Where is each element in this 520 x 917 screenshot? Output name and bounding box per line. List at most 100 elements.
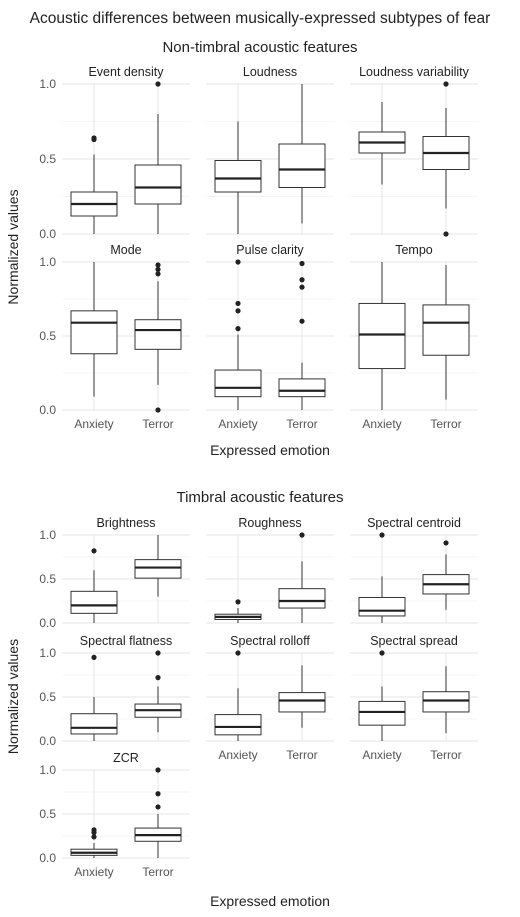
boxplot-terror: [134, 767, 182, 858]
outlier-point: [91, 834, 97, 840]
x-tick-label: Anxiety: [74, 865, 113, 879]
y-tick-label: 1.0: [39, 528, 56, 542]
outlier-point: [235, 300, 241, 307]
box-iqr: [278, 692, 326, 713]
outlier-point: [155, 407, 161, 413]
x-tick-label: Anxiety: [218, 417, 257, 431]
chart-panel-group: Timbral acoustic features Brightness 0.0 0.…: [5, 489, 478, 909]
y-tick-label: 0.5: [39, 329, 56, 343]
facet-panel: Loudness variability: [350, 65, 478, 237]
outlier-point: [299, 318, 305, 324]
facet-title: Loudness variability: [359, 65, 470, 79]
box-iqr: [214, 369, 262, 398]
boxplot-terror: [422, 264, 470, 400]
facet-title: ZCR: [113, 751, 139, 765]
x-tick-label: Terror: [142, 417, 173, 431]
box-iqr: [422, 691, 470, 713]
outlier-point: [155, 804, 161, 810]
x-axis-label: Expressed emotion: [210, 442, 330, 458]
box-iqr: [134, 164, 182, 205]
outlier-point: [155, 266, 161, 272]
box-iqr: [70, 310, 118, 355]
facet-title: Tempo: [395, 243, 433, 257]
facet-title: Mode: [110, 243, 141, 257]
outlier-point: [155, 81, 161, 87]
box-iqr: [422, 304, 470, 356]
outlier-point: [235, 650, 241, 656]
facet-panel: Roughness: [206, 516, 334, 624]
facet-title: Pulse clarity: [236, 243, 304, 257]
box-iqr: [134, 559, 182, 579]
facet-panel: Spectral centroid: [350, 516, 478, 624]
x-tick-label: Terror: [430, 748, 461, 762]
outlier-point: [155, 675, 161, 681]
outlier-point: [299, 284, 305, 290]
outlier-point: [443, 81, 449, 87]
boxplot-anxiety: [358, 650, 406, 741]
box-iqr: [214, 714, 262, 736]
facet-panel: Spectral spread Anxiety Terror: [350, 634, 478, 762]
boxplot-terror: [278, 532, 326, 623]
x-tick-label: Terror: [286, 748, 317, 762]
outlier-point: [299, 532, 305, 538]
box-iqr: [70, 713, 118, 735]
facet-title: Spectral centroid: [367, 516, 461, 530]
x-tick-label: Anxiety: [362, 417, 401, 431]
y-tick-label: 0.0: [39, 851, 56, 865]
outlier-point: [235, 326, 241, 332]
box-iqr: [358, 302, 406, 370]
box-iqr: [278, 588, 326, 609]
outlier-point: [91, 548, 97, 554]
boxplot-anxiety: [214, 599, 262, 623]
facet-title: Loudness: [243, 65, 297, 79]
outlier-point: [443, 540, 449, 546]
boxplot-anxiety: [358, 102, 406, 185]
y-tick-label: 0.0: [39, 734, 56, 748]
y-tick-label: 0.5: [39, 152, 56, 166]
boxplot-terror: [278, 260, 326, 410]
box-iqr: [214, 160, 262, 193]
outlier-point: [91, 135, 97, 141]
boxplot-anxiety: [70, 262, 118, 397]
facet-panel: Pulse clarity Anxiety Terror: [206, 243, 334, 431]
outlier-point: [155, 271, 161, 277]
y-tick-label: 0.0: [39, 403, 56, 417]
boxplot-terror: [278, 665, 326, 728]
outlier-point: [235, 259, 241, 265]
y-tick-label: 1.0: [39, 646, 56, 660]
boxplot-anxiety: [358, 262, 406, 410]
box-iqr: [134, 319, 182, 350]
facet-title: Spectral spread: [370, 634, 458, 648]
box-iqr: [278, 143, 326, 188]
boxplot-terror: [422, 81, 470, 237]
boxplot-terror: [422, 666, 470, 734]
outlier-point: [91, 654, 97, 661]
x-tick-label: Anxiety: [362, 748, 401, 762]
boxplot-terror: [422, 540, 470, 610]
y-tick-label: 0.0: [39, 616, 56, 630]
y-axis-label: Normalized values: [5, 639, 21, 754]
box-iqr: [70, 590, 118, 614]
facet-panel: Spectral flatness 0.0 0.5 1.0: [39, 634, 190, 748]
y-tick-label: 0.0: [39, 227, 56, 241]
x-axis-label: Expressed emotion: [210, 893, 330, 909]
boxplot-anxiety: [214, 121, 262, 234]
outlier-point: [235, 599, 241, 605]
x-tick-label: Anxiety: [74, 417, 113, 431]
section-title: Non-timbral acoustic features: [162, 39, 357, 56]
outlier-point: [155, 791, 161, 797]
facet-title: Spectral flatness: [80, 634, 172, 648]
chart-panel-group: Non-timbral acoustic features Event densi…: [5, 39, 478, 458]
outlier-point: [379, 532, 385, 538]
section-title: Timbral acoustic features: [176, 489, 343, 506]
facet-panel: Loudness: [206, 65, 334, 235]
y-tick-label: 1.0: [39, 77, 56, 91]
outlier-point: [299, 277, 305, 283]
facet-panel: Mode 0.0 0.5 1.0 Anxiety Terror: [39, 243, 190, 431]
box-iqr: [358, 700, 406, 726]
outlier-point: [379, 650, 385, 656]
facet-panel: Event density 0.0 0.5 1.0: [39, 65, 190, 241]
boxplot-anxiety: [70, 135, 118, 234]
outlier-point: [155, 767, 161, 773]
